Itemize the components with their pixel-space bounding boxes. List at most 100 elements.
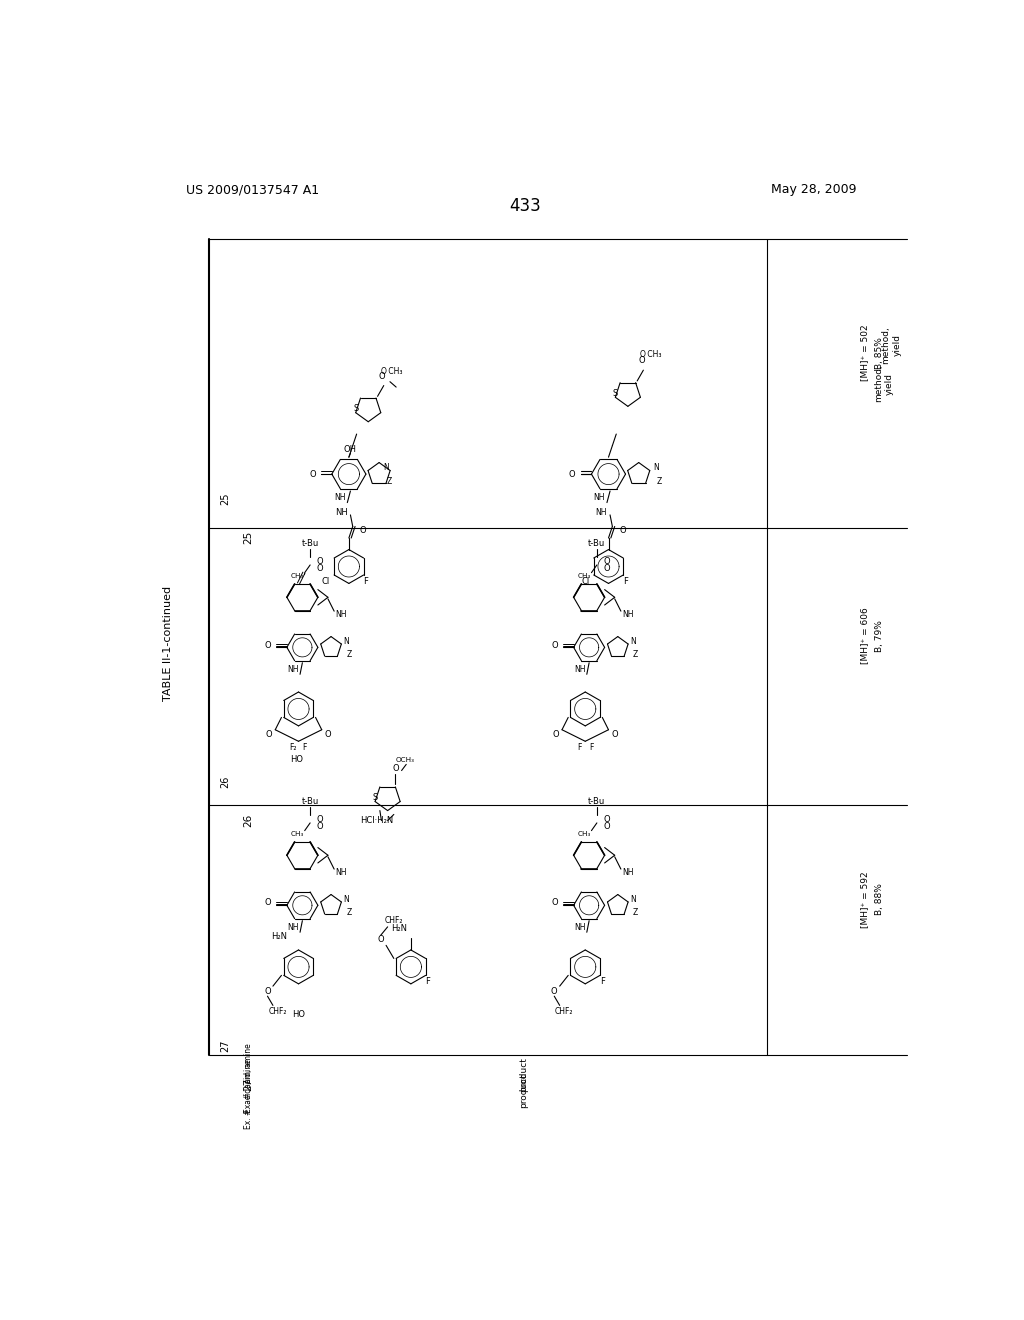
Text: 25: 25: [220, 492, 229, 506]
Text: O: O: [568, 470, 575, 479]
Text: S: S: [612, 389, 618, 397]
Text: Z: Z: [346, 908, 351, 916]
Text: NH: NH: [334, 492, 345, 502]
Text: 27: 27: [220, 1040, 229, 1052]
Text: 25: 25: [243, 531, 253, 544]
Text: product: product: [519, 1073, 527, 1107]
Text: 26: 26: [243, 814, 253, 828]
Text: N: N: [631, 895, 636, 904]
Text: NH: NH: [623, 867, 634, 876]
Text: O: O: [264, 987, 270, 997]
Text: NH: NH: [336, 610, 347, 619]
Text: Cl: Cl: [582, 577, 590, 586]
Text: Z: Z: [657, 477, 663, 486]
Text: O: O: [316, 565, 324, 573]
Text: t-Bu: t-Bu: [301, 797, 318, 805]
Text: O: O: [611, 730, 618, 739]
Text: O: O: [316, 822, 324, 832]
Text: NH: NH: [288, 923, 299, 932]
Text: O: O: [620, 525, 626, 535]
Text: t-Bu: t-Bu: [301, 539, 318, 548]
Text: 433: 433: [509, 197, 541, 215]
Text: Z: Z: [633, 649, 638, 659]
Text: CHF₂: CHF₂: [385, 916, 403, 925]
Text: Cl: Cl: [322, 577, 330, 586]
Text: F: F: [624, 577, 628, 586]
Text: t-Bu: t-Bu: [588, 539, 605, 548]
Text: F: F: [364, 577, 369, 586]
Text: O: O: [377, 936, 384, 944]
Text: CH₃: CH₃: [578, 573, 591, 578]
Text: N: N: [383, 463, 389, 471]
Text: O: O: [309, 470, 315, 479]
Text: US 2009/0137547 A1: US 2009/0137547 A1: [186, 183, 319, 197]
Text: O CH₃: O CH₃: [381, 367, 402, 376]
Text: S: S: [353, 404, 358, 413]
Text: HO: HO: [292, 1010, 305, 1019]
Text: TABLE II-1-continued: TABLE II-1-continued: [163, 586, 173, 701]
Text: F: F: [600, 977, 605, 986]
Text: O: O: [603, 822, 610, 832]
Text: S: S: [373, 793, 378, 803]
Text: t-Bu: t-Bu: [588, 797, 605, 805]
Text: O CH₃: O CH₃: [640, 350, 662, 359]
Text: CHF₂: CHF₂: [555, 1007, 573, 1016]
Text: 26: 26: [220, 776, 229, 788]
Text: Z: Z: [386, 477, 392, 486]
Text: O: O: [553, 730, 559, 739]
Text: NH: NH: [574, 665, 586, 675]
Text: CH₃: CH₃: [291, 830, 304, 837]
Text: F: F: [302, 743, 307, 752]
Text: H₂N: H₂N: [391, 924, 408, 933]
Text: NH: NH: [595, 508, 606, 517]
Text: B, 88%: B, 88%: [876, 883, 885, 916]
Text: O: O: [392, 764, 398, 772]
Text: H₂N: H₂N: [271, 932, 288, 941]
Text: method,
yield: method, yield: [882, 326, 901, 364]
Text: O: O: [359, 525, 367, 535]
Text: O: O: [603, 565, 610, 573]
Text: O: O: [265, 640, 271, 649]
Text: O: O: [379, 372, 385, 380]
Text: HO: HO: [290, 755, 303, 763]
Text: F: F: [589, 743, 594, 752]
Text: B, 85%: B, 85%: [876, 337, 885, 368]
Text: O: O: [316, 814, 324, 824]
Text: OH: OH: [344, 445, 357, 454]
Text: NH: NH: [623, 610, 634, 619]
Text: O: O: [325, 730, 331, 739]
Text: [MH]⁺ = 592: [MH]⁺ = 592: [860, 871, 868, 928]
Text: CH₃: CH₃: [578, 830, 591, 837]
Text: NH: NH: [574, 923, 586, 932]
Text: F: F: [426, 977, 430, 986]
Text: O: O: [316, 557, 324, 565]
Text: OCH₃: OCH₃: [395, 756, 414, 763]
Text: HCl·H₂N: HCl·H₂N: [360, 816, 394, 825]
Text: Ex. #  acid, amine: Ex. # acid, amine: [244, 1044, 253, 1114]
Text: O: O: [552, 899, 558, 907]
Text: N: N: [631, 636, 636, 645]
Text: NH: NH: [335, 508, 347, 517]
Text: method,
yield: method, yield: [873, 364, 893, 403]
Text: product: product: [519, 1057, 527, 1092]
Text: Ex. #  acid, amine: Ex. # acid, amine: [244, 1059, 253, 1129]
Text: O: O: [266, 730, 272, 739]
Text: O: O: [552, 640, 558, 649]
Text: Z: Z: [633, 908, 638, 916]
Text: CHF₂: CHF₂: [268, 1007, 287, 1016]
Text: CH₃: CH₃: [291, 573, 304, 578]
Text: [MH]⁺ = 502: [MH]⁺ = 502: [860, 325, 868, 381]
Text: N: N: [344, 636, 349, 645]
Text: 27: 27: [243, 1077, 253, 1090]
Text: NH: NH: [288, 665, 299, 675]
Text: O: O: [603, 814, 610, 824]
Text: O: O: [551, 987, 557, 997]
Text: [MH]⁺ = 606: [MH]⁺ = 606: [860, 607, 868, 664]
Text: O: O: [603, 557, 610, 565]
Text: O: O: [639, 356, 645, 366]
Text: May 28, 2009: May 28, 2009: [771, 183, 857, 197]
Text: B, 79%: B, 79%: [876, 620, 885, 652]
Text: Z: Z: [346, 649, 351, 659]
Text: NH: NH: [594, 492, 605, 502]
Text: O: O: [265, 899, 271, 907]
